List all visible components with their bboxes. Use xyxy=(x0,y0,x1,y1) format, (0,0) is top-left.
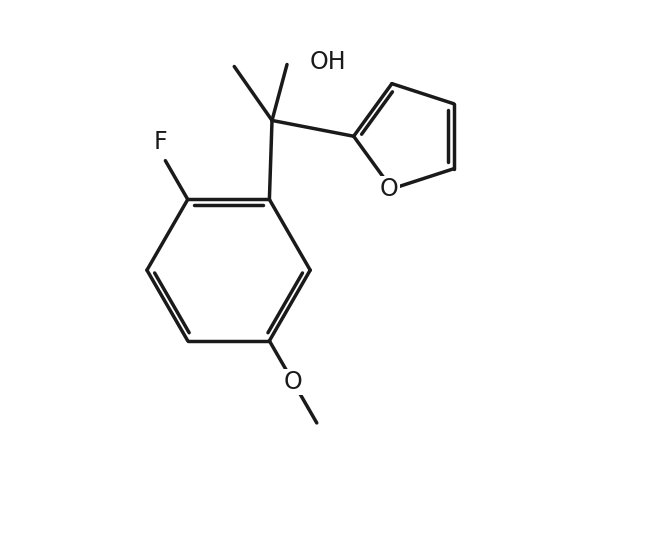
Text: F: F xyxy=(153,131,167,155)
Text: OH: OH xyxy=(309,50,346,74)
Text: O: O xyxy=(380,177,398,201)
Text: O: O xyxy=(284,370,303,394)
